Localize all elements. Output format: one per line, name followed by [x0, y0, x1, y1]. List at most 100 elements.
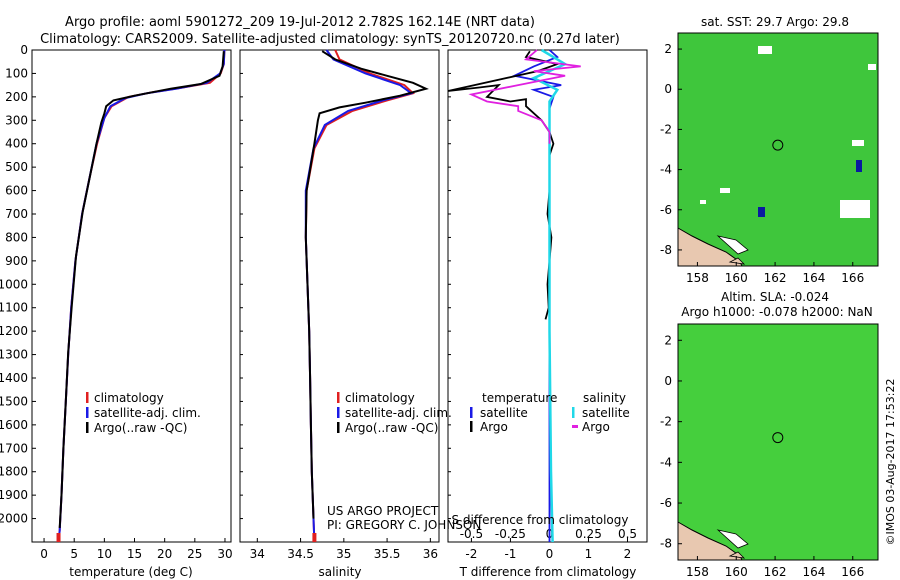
map-x-tick-label: 164	[802, 565, 825, 579]
x-tick-label: 2	[624, 547, 632, 561]
legend-label: climatology	[94, 391, 164, 405]
sst-map: sat. SST: 29.7 Argo: 29.8 158 160 162 164 16…	[660, 15, 879, 285]
t-difference-x-label: T difference from climatology	[459, 565, 637, 579]
depth-tick-label: 1500	[0, 394, 28, 408]
temperature-x-label: temperature (deg C)	[69, 565, 192, 579]
depth-tick-label: 500	[5, 160, 28, 174]
project-annotation: US ARGO PROJECT	[327, 504, 439, 518]
x-tick-label: 30	[217, 547, 232, 561]
x-tick-label: -2	[465, 547, 477, 561]
difference-panel: -2 -1 0 1 2-0.5 -0.25 0 0.25 0.5 temperature sali…	[447, 48, 648, 579]
x-tick-label: 0	[40, 547, 48, 561]
temperature-profiles	[56, 49, 226, 543]
legend-swatch	[470, 421, 473, 432]
pi-annotation: PI: GREGORY C. JOHNSON	[327, 518, 481, 532]
map-y-tick-label: -2	[660, 415, 672, 429]
map-y-tick-label: -6	[660, 203, 672, 217]
legend-swatch	[86, 392, 89, 403]
map-background	[678, 324, 878, 560]
figure-title-line2: Climatology: CARS2009. Satellite-adjuste…	[40, 32, 620, 47]
depth-tick-label: 900	[5, 254, 28, 268]
depth-tick-label: 2000	[0, 512, 28, 526]
salinity-panel-frame	[239, 49, 440, 543]
map-x-tick-label: 164	[802, 271, 825, 285]
missing-data	[758, 46, 772, 54]
sla-map-field	[677, 324, 878, 561]
depth-tick-label: 400	[5, 137, 28, 151]
x-tick-label: 15	[127, 547, 142, 561]
missing-data	[868, 64, 876, 70]
depth-tick-label: 600	[5, 184, 28, 198]
x-tick-label: 25	[187, 547, 202, 561]
coastline-island	[716, 529, 749, 549]
x-tick-label: 5	[70, 547, 78, 561]
coastline-island	[728, 257, 746, 265]
legend-label: satellite-adj. clim.	[345, 406, 452, 420]
sst-map-frame	[677, 32, 879, 267]
depth-tick-label: 1000	[0, 277, 28, 291]
depth-tick-label: 1100	[0, 301, 28, 315]
legend-header-temperature: temperature	[482, 391, 557, 405]
legend-label: Argo(..raw -QC)	[94, 421, 187, 435]
salinity-profiles	[304, 49, 429, 543]
map-y-tick-label: 2	[664, 333, 672, 347]
legend-label: Argo	[480, 420, 508, 434]
map-y-tick-label: 0	[664, 374, 672, 388]
profile-line-satellite	[57, 49, 226, 543]
map-y-tick-label: -2	[660, 122, 672, 136]
map-x-tick-label: 160	[725, 271, 748, 285]
cold-anomaly	[856, 160, 862, 172]
argo-position-marker	[772, 432, 784, 444]
legend-header-salinity: salinity	[583, 391, 626, 405]
sst-map-axes: 158 160 162 164 166 2 0 -2 -4 -6 -8	[660, 42, 864, 285]
map-y-tick-label: -6	[660, 496, 672, 510]
difference-x-axis: -2 -1 0 1 2-0.5 -0.25 0 0.25 0.5	[460, 527, 637, 561]
legend-swatch	[337, 407, 340, 418]
sla-map-frame	[677, 323, 879, 561]
x-tick-label: 0	[546, 547, 554, 561]
depth-tick-label: 1800	[0, 465, 28, 479]
depth-tick-label: 1300	[0, 348, 28, 362]
profile-line-argo	[304, 50, 429, 519]
map-x-tick-label: 162	[764, 565, 787, 579]
legend-swatch	[86, 407, 89, 418]
s-tick-label: -0.25	[495, 527, 526, 541]
x-tick-label: 34	[250, 547, 265, 561]
bottom-marker	[56, 533, 61, 542]
sla-map-title-line2: Argo h1000: -0.078 h2000: NaN	[681, 305, 873, 319]
temperature-panel-frame	[31, 49, 232, 543]
s-tick-label: 0.25	[575, 527, 602, 541]
depth-tick-label: 800	[5, 230, 28, 244]
legend-label: climatology	[345, 391, 415, 405]
s-tick-label: -0.5	[460, 527, 483, 541]
sla-map-axes: 158 160 162 164 166 2 0 -2 -4 -6 -8	[660, 333, 864, 579]
depth-tick-label: 0	[20, 43, 28, 57]
map-x-tick-label: 158	[686, 271, 709, 285]
depth-tick-label: 1200	[0, 324, 28, 338]
x-tick-label: 35.5	[374, 547, 401, 561]
profile-line-climatology	[304, 49, 415, 543]
legend-swatch	[572, 407, 575, 418]
map-x-tick-label: 166	[841, 565, 864, 579]
depth-tick-label: 1700	[0, 441, 28, 455]
legend-label: satellite	[480, 406, 528, 420]
legend-label: Argo	[582, 420, 610, 434]
x-tick-label: 10	[97, 547, 112, 561]
temperature-x-axis: 0 5 10 15 20 25 30	[40, 538, 233, 561]
depth-tick-label: 100	[5, 66, 28, 80]
legend-swatch	[337, 422, 340, 433]
cold-anomaly	[758, 207, 765, 217]
sst-map-title: sat. SST: 29.7 Argo: 29.8	[701, 15, 849, 29]
s-tick-label: 0.5	[618, 527, 637, 541]
legend-swatch	[337, 392, 340, 403]
x-tick-label: 35	[336, 547, 351, 561]
profile-line-climatology	[57, 49, 226, 543]
map-x-tick-label: 166	[841, 271, 864, 285]
map-x-tick-label: 162	[764, 271, 787, 285]
sla-map-title-line1: Altim. SLA: -0.024	[721, 290, 829, 304]
profile-line-argo	[58, 51, 225, 528]
bottom-marker	[312, 533, 317, 542]
salinity-x-label: salinity	[318, 565, 361, 579]
